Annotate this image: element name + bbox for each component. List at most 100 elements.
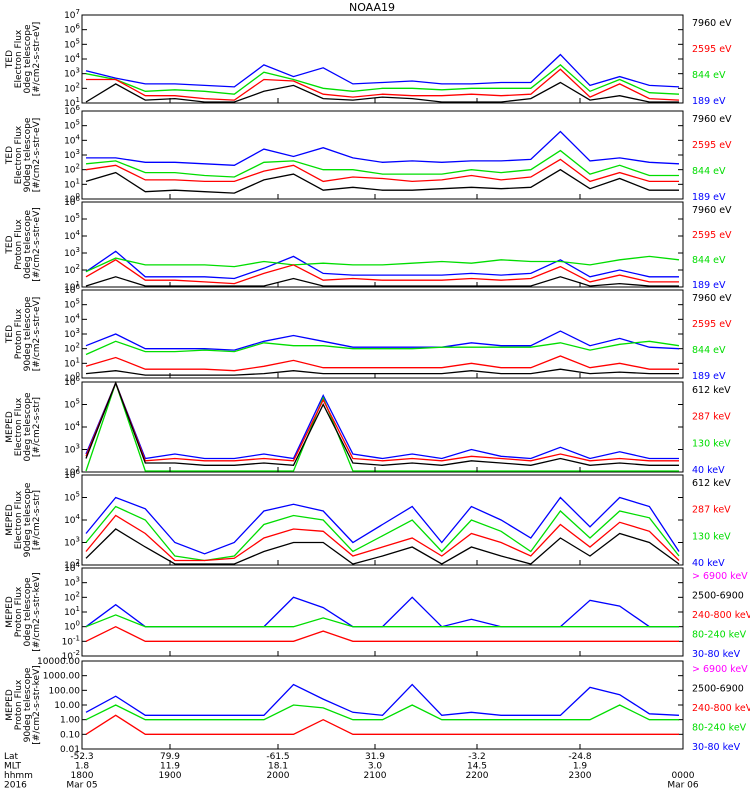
x-tick-label: 0000 bbox=[672, 771, 695, 781]
x-tick-label: -52.3 bbox=[70, 752, 93, 762]
x-tick-label: -24.8 bbox=[568, 752, 592, 762]
y-tick-label: 100 bbox=[64, 192, 80, 205]
y-tick-label: 106 bbox=[64, 468, 80, 481]
y-tick-label: 104 bbox=[64, 229, 80, 242]
y-axis-title-line: Proton Flux bbox=[14, 219, 24, 270]
y-axis-title-line: TED bbox=[5, 325, 15, 344]
y-axis-title-line: 0deg telescope bbox=[23, 577, 33, 647]
series-line bbox=[86, 130, 680, 166]
x-tick-label: 11.9 bbox=[160, 762, 180, 772]
series-line bbox=[85, 683, 680, 716]
y-axis-title-line: TED bbox=[5, 50, 15, 69]
panel-frame bbox=[81, 201, 684, 288]
legend-entry: 30-80 keV bbox=[692, 649, 741, 660]
y-axis-title-line: MEPED bbox=[5, 689, 15, 721]
series-line bbox=[85, 381, 679, 460]
y-axis-title-line: [#/cm2-s-str-eV] bbox=[32, 118, 42, 193]
y-axis-title-line: Proton Flux bbox=[14, 586, 24, 637]
y-axis-title-line: [#/cm2-s-str-eV] bbox=[32, 207, 42, 282]
x-tick-label: Mar 05 bbox=[66, 781, 97, 791]
x-tick-label: 2000 bbox=[267, 771, 290, 781]
x-tick-label: 2200 bbox=[466, 771, 489, 781]
series-line bbox=[85, 496, 680, 555]
legend-entry: > 6900 keV bbox=[692, 571, 748, 582]
series-line bbox=[85, 250, 679, 280]
series-line bbox=[85, 505, 680, 562]
y-axis-title: TED Electron Flux 90deg telescope [#/cm2-s-… bbox=[5, 117, 42, 192]
series-line bbox=[85, 64, 680, 95]
y-axis-title-line: Electron Flux bbox=[14, 29, 24, 88]
y-axis-title-line: MEPED bbox=[5, 596, 15, 628]
series-line bbox=[85, 381, 679, 462]
y-axis-title-line: 0deg telescope bbox=[23, 392, 33, 462]
y-axis-title-line: [#/cm2-s-str-keV] bbox=[32, 572, 42, 651]
y-axis-title: MEPED Electron Flux 90deg telescope [#/cm2-… bbox=[5, 482, 42, 557]
panel-8: 0.010.101.0010.00100.001000.0010000.00ME… bbox=[5, 657, 750, 755]
y-tick-label: 102 bbox=[64, 558, 80, 571]
legend-entry: 2595 eV bbox=[692, 319, 732, 330]
y-axis-title: TED Proton Flux 0deg telescope [#/cm2-s-str… bbox=[5, 207, 42, 282]
y-tick-label: 106 bbox=[64, 23, 80, 36]
y-axis-title-line: 90deg telescope bbox=[23, 117, 33, 192]
y-axis-title-line: 90deg telescope bbox=[23, 482, 33, 557]
y-axis-title-line: TED bbox=[5, 235, 15, 254]
panel-frame bbox=[81, 474, 684, 566]
legend-entry: 844 eV bbox=[692, 70, 726, 81]
legend-entry: 130 keV bbox=[692, 531, 731, 542]
x-tick-label: 1.8 bbox=[75, 762, 90, 772]
y-tick-label: 105 bbox=[64, 119, 80, 132]
legend-entry: 40 keV bbox=[692, 465, 725, 476]
y-axis-title-line: MEPED bbox=[5, 504, 15, 536]
legend-entry: 130 keV bbox=[692, 438, 731, 449]
series-line bbox=[85, 53, 680, 88]
legend-entry: 80-240 keV bbox=[692, 630, 747, 641]
y-tick-label: 104 bbox=[64, 513, 80, 526]
y-axis-title-line: 90deg telescope bbox=[23, 667, 33, 742]
y-tick-label: 103 bbox=[64, 536, 80, 549]
y-tick-label: 106 bbox=[64, 195, 80, 208]
x-tick-label: 2100 bbox=[364, 771, 387, 781]
x-tick-label: 1900 bbox=[159, 771, 182, 781]
x-tick-label: -61.5 bbox=[266, 752, 289, 762]
y-tick-label: 105 bbox=[64, 491, 80, 504]
y-tick-label: 105 bbox=[64, 212, 80, 225]
panel-frame bbox=[81, 289, 684, 379]
y-axis-title-line: Electron Flux bbox=[14, 397, 24, 456]
chart-title: NOAA19 bbox=[349, 1, 395, 14]
legend-entry: 2595 eV bbox=[692, 140, 732, 151]
legend-entry: 189 eV bbox=[692, 280, 726, 291]
y-axis-title: TED Electron Flux 0deg telescope [#/cm2-s-s… bbox=[5, 22, 42, 97]
series-line bbox=[85, 81, 679, 103]
y-axis-title-line: MEPED bbox=[5, 411, 15, 443]
y-axis-title-line: Proton Flux bbox=[14, 308, 24, 359]
legend-entry: 189 eV bbox=[692, 96, 726, 107]
y-tick-label: 104 bbox=[64, 133, 80, 146]
y-tick-label: 101 bbox=[64, 177, 80, 190]
legend-entry: 240-800 keV bbox=[692, 703, 750, 714]
y-tick-label: 100.00 bbox=[49, 686, 81, 696]
y-tick-label: 106 bbox=[64, 104, 80, 117]
y-axis-title-line: Electron Flux bbox=[14, 125, 24, 184]
legend-entry: 612 keV bbox=[692, 385, 731, 396]
legend-entry: 2595 eV bbox=[692, 44, 732, 55]
series-line bbox=[85, 380, 679, 472]
x-row-label: MLT bbox=[4, 762, 22, 772]
y-tick-label: 102 bbox=[64, 590, 80, 603]
y-tick-label: 105 bbox=[64, 398, 80, 411]
y-axis-title: MEPED Electron Flux 0deg telescope [#/cm2-s… bbox=[5, 392, 42, 462]
x-tick-label: 2300 bbox=[569, 771, 592, 781]
y-tick-label: 101 bbox=[64, 356, 80, 369]
y-axis-title: MEPED Proton Flux 0deg telescope [#/cm2-s-s… bbox=[5, 572, 42, 651]
y-tick-label: 106 bbox=[64, 283, 80, 296]
series-line bbox=[85, 528, 680, 565]
series-line bbox=[85, 255, 680, 273]
legend-entry: 189 eV bbox=[692, 192, 726, 203]
x-tick-label: 1.9 bbox=[573, 762, 588, 772]
